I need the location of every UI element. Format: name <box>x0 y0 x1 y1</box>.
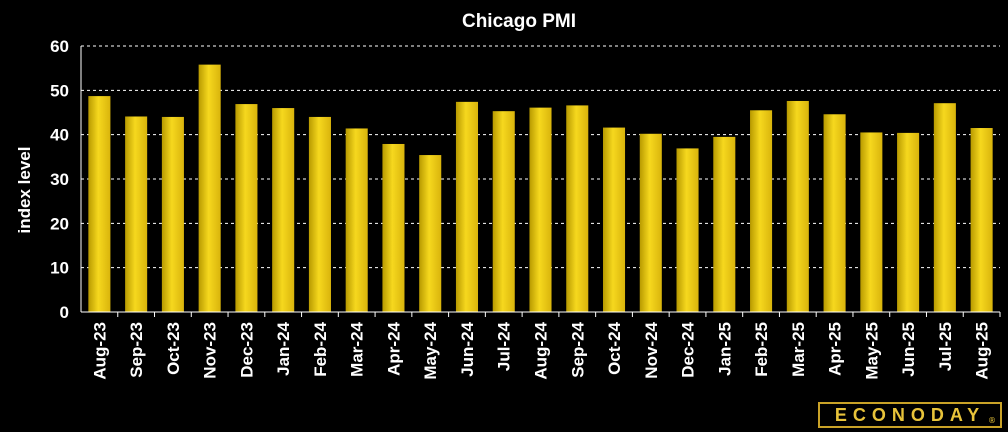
x-tick-label: Oct-24 <box>605 321 624 374</box>
y-tick-label: 0 <box>60 303 69 322</box>
x-tick-label: Sep-24 <box>568 321 587 377</box>
x-tick-label: Aug-23 <box>90 322 109 380</box>
x-tick-label: Oct-23 <box>164 322 183 375</box>
bar-may-24 <box>419 155 442 312</box>
y-axis-label: index level <box>15 147 34 234</box>
x-tick-label: Dec-23 <box>237 322 256 378</box>
bar-apr-24 <box>382 143 405 312</box>
x-tick-label: Nov-24 <box>642 321 661 378</box>
bar-jun-25 <box>897 132 920 312</box>
bar-jan-25 <box>713 136 736 312</box>
econoday-logo: ECONODAY ® <box>818 402 1002 428</box>
bar-mar-24 <box>345 128 368 312</box>
bar-feb-25 <box>750 110 773 313</box>
logo-registered-mark: ® <box>988 416 996 425</box>
x-tick-label: Jul-24 <box>495 321 514 371</box>
bar-oct-24 <box>602 127 626 312</box>
bar-aug-25 <box>970 128 993 312</box>
chart-title: Chicago PMI <box>462 11 576 32</box>
x-tick-label: Sep-23 <box>127 322 146 378</box>
x-tick-label: May-25 <box>862 322 881 380</box>
x-tick-label: Aug-25 <box>973 322 992 380</box>
y-tick-label: 50 <box>50 81 69 100</box>
x-tick-label: Jun-24 <box>458 321 477 376</box>
y-tick-label: 60 <box>50 37 69 56</box>
x-tick-labels: Aug-23 Sep-23 Oct-23 Nov-23 Dec-23 Jan-24 Feb-… <box>90 312 1001 380</box>
bar-sep-24 <box>566 105 589 312</box>
bar-mar-25 <box>786 100 809 313</box>
bar-dec-23 <box>235 104 258 313</box>
y-tick-label: 40 <box>50 126 69 145</box>
bar-nov-24 <box>639 133 662 312</box>
x-tick-label: Jun-25 <box>899 322 918 377</box>
y-tick-label: 20 <box>50 214 69 233</box>
x-tick-label: Dec-24 <box>679 321 698 377</box>
x-tick-label: Jul-25 <box>936 322 955 371</box>
x-tick-label: Aug-24 <box>532 321 551 379</box>
bar-jul-25 <box>933 103 956 312</box>
bar-jul-24 <box>492 111 515 312</box>
bar-aug-24 <box>529 107 552 312</box>
x-tick-label: Feb-25 <box>752 322 771 377</box>
y-tick-label: 10 <box>50 259 69 278</box>
bar-jun-24 <box>455 101 479 312</box>
x-tick-label: Mar-25 <box>789 322 808 377</box>
bar-sep-23 <box>125 116 148 313</box>
bar-oct-23 <box>161 116 184 312</box>
x-tick-label: Nov-23 <box>201 322 220 379</box>
x-tick-label: Feb-24 <box>311 321 330 376</box>
bar-nov-23 <box>198 64 221 313</box>
logo-text: ECONODAY <box>834 404 986 425</box>
x-tick-label: Jan-25 <box>715 322 734 376</box>
x-tick-label: Mar-24 <box>348 321 367 376</box>
x-tick-label: May-24 <box>421 321 440 379</box>
bar-feb-24 <box>308 116 331 312</box>
x-tick-label: Apr-24 <box>384 321 403 375</box>
y-tick-labels: 0 10 20 30 40 50 60 <box>50 37 69 322</box>
x-tick-label: Jan-24 <box>274 321 293 375</box>
bar-dec-24 <box>676 148 699 312</box>
y-tick-label: 30 <box>50 170 69 189</box>
bars-group <box>88 64 993 313</box>
bar-apr-25 <box>823 114 846 312</box>
bar-may-25 <box>860 132 883 312</box>
bar-jan-24 <box>272 108 295 312</box>
x-tick-label: Apr-25 <box>826 322 845 376</box>
bar-aug-23 <box>88 96 111 312</box>
